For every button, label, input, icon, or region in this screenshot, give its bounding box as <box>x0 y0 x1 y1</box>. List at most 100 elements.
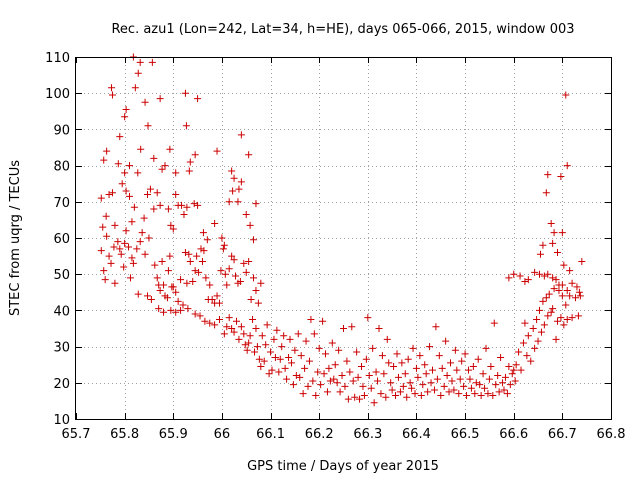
data-point <box>442 337 450 345</box>
data-point <box>354 373 362 381</box>
data-point <box>438 364 446 372</box>
data-point <box>511 377 519 385</box>
data-point <box>563 286 571 294</box>
data-point <box>375 325 383 332</box>
data-point <box>206 281 214 289</box>
data-point <box>178 201 186 209</box>
data-point <box>426 343 434 351</box>
data-point <box>278 343 286 351</box>
data-point <box>494 372 502 380</box>
data-point <box>501 373 509 381</box>
data-point <box>217 267 225 275</box>
data-point <box>544 312 552 320</box>
data-point <box>489 391 497 399</box>
data-point <box>252 325 260 332</box>
data-point <box>340 325 347 332</box>
data-point <box>312 391 320 399</box>
data-point <box>245 339 253 347</box>
data-point <box>97 247 105 255</box>
y-tick-label: 10 <box>53 413 70 428</box>
data-point <box>97 194 105 202</box>
data-point <box>524 332 532 340</box>
data-point <box>166 252 174 260</box>
data-point <box>325 364 333 372</box>
data-point <box>111 279 119 287</box>
data-point <box>550 229 558 237</box>
data-point <box>141 250 149 258</box>
data-point <box>249 315 257 323</box>
data-point <box>235 335 243 343</box>
data-point <box>499 379 507 387</box>
data-point <box>544 171 552 179</box>
data-point <box>479 370 487 378</box>
data-point <box>191 151 199 159</box>
data-point <box>349 377 357 385</box>
data-point <box>558 292 566 300</box>
data-point <box>200 247 208 255</box>
data-point <box>336 388 344 396</box>
data-point <box>166 145 174 153</box>
data-point <box>359 382 367 390</box>
data-point <box>404 355 412 363</box>
data-point <box>194 201 202 209</box>
data-point <box>299 390 307 398</box>
data-point <box>243 346 251 354</box>
data-point <box>562 91 570 99</box>
data-point <box>270 335 278 343</box>
data-point <box>105 191 113 199</box>
data-point <box>122 187 130 195</box>
data-point <box>208 296 216 304</box>
x-tick-label: 65.7 <box>62 427 91 442</box>
data-point <box>540 321 548 329</box>
data-point <box>369 344 377 352</box>
data-point <box>568 279 576 287</box>
data-point <box>237 323 245 331</box>
x-tick-label: 66.4 <box>402 427 431 442</box>
data-point <box>100 267 108 275</box>
data-point <box>335 346 343 354</box>
data-point <box>385 359 393 367</box>
data-point <box>202 274 210 282</box>
data-point <box>403 393 411 401</box>
x-tick-label: 66.5 <box>451 427 480 442</box>
data-point <box>126 274 134 282</box>
data-point <box>144 122 152 130</box>
data-point <box>276 355 284 363</box>
data-point <box>503 390 511 398</box>
data-point <box>233 317 240 325</box>
data-point <box>393 350 401 358</box>
data-point <box>536 306 544 314</box>
y-tick-label: 60 <box>53 232 70 247</box>
data-point <box>191 267 199 275</box>
data-point <box>519 339 527 347</box>
data-point <box>172 191 180 199</box>
data-point <box>136 238 144 246</box>
data-point <box>531 344 539 352</box>
data-point <box>255 355 263 363</box>
data-point <box>237 131 245 139</box>
data-point <box>285 353 293 361</box>
data-point <box>437 391 445 399</box>
data-point <box>257 363 265 371</box>
x-tick-label: 66.2 <box>305 427 334 442</box>
data-point <box>103 147 111 155</box>
data-point <box>301 364 309 372</box>
data-point <box>179 301 187 309</box>
data-point <box>314 368 322 376</box>
data-point <box>121 169 129 177</box>
data-point <box>472 379 480 387</box>
data-point <box>471 390 479 398</box>
axis-ticks <box>76 57 612 420</box>
data-point <box>560 261 568 269</box>
data-point <box>341 382 349 390</box>
data-point <box>574 312 582 320</box>
data-point <box>512 361 520 369</box>
data-point <box>122 105 130 113</box>
data-point <box>138 229 146 237</box>
data-point <box>320 370 328 378</box>
data-point <box>235 185 243 193</box>
data-point <box>153 274 161 282</box>
data-point <box>114 160 122 168</box>
data-point <box>134 169 142 177</box>
